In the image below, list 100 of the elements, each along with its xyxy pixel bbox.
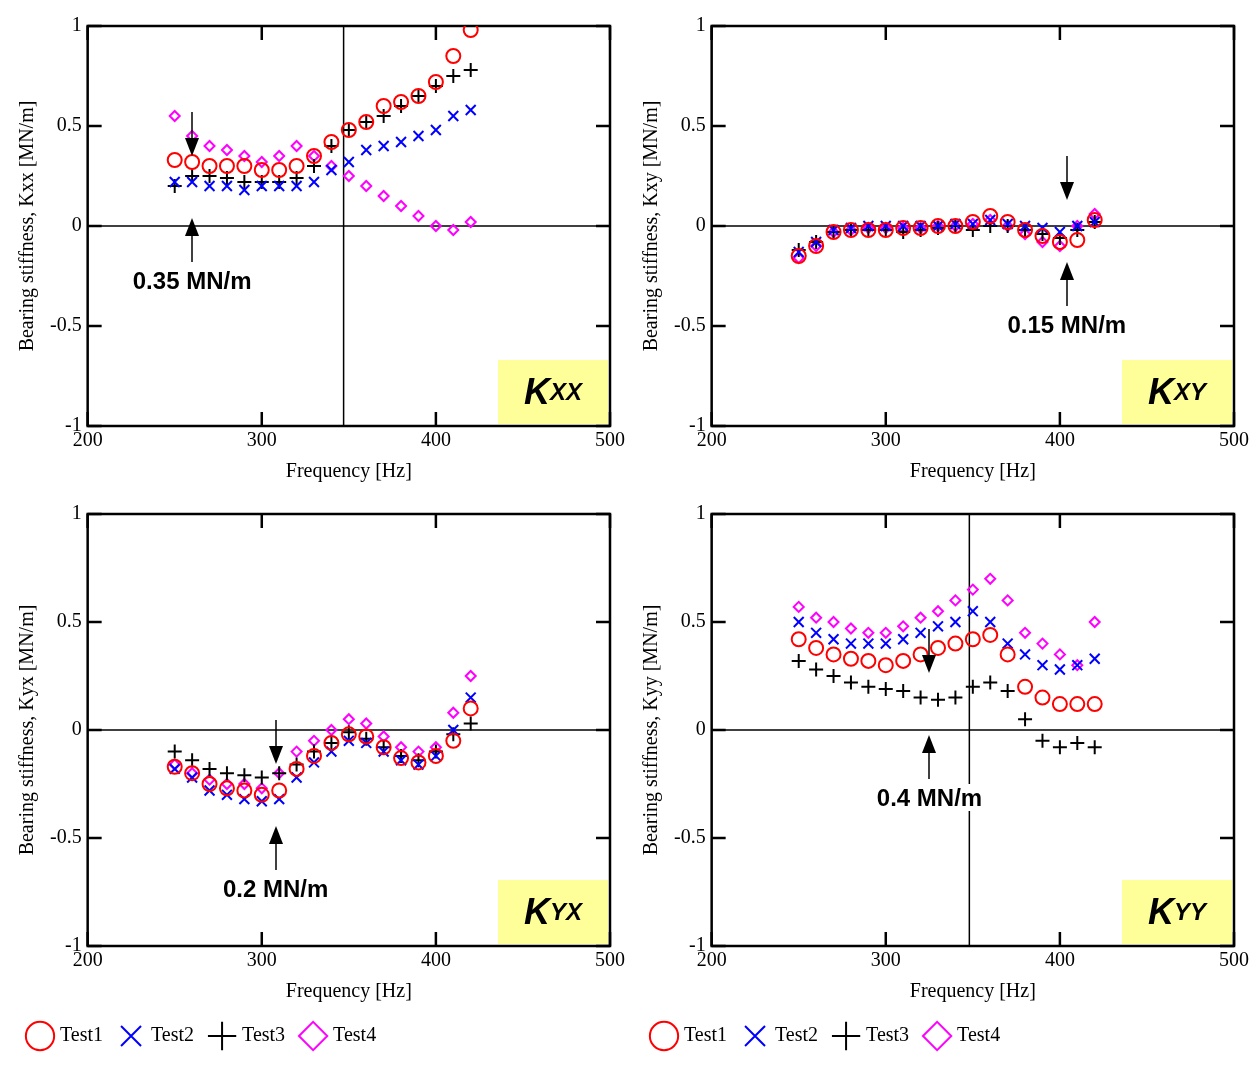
y-tick-label: 0.5 bbox=[56, 113, 82, 136]
point bbox=[808, 639, 825, 656]
point bbox=[218, 765, 235, 782]
point bbox=[1051, 234, 1068, 250]
y-tick-label: 0.5 bbox=[680, 113, 706, 136]
point bbox=[792, 616, 805, 628]
point bbox=[218, 158, 235, 174]
point bbox=[464, 216, 477, 228]
point bbox=[166, 178, 183, 194]
point bbox=[1051, 696, 1068, 713]
point bbox=[342, 156, 355, 168]
point bbox=[393, 94, 410, 110]
point bbox=[895, 683, 912, 700]
point bbox=[429, 741, 442, 754]
point bbox=[1088, 616, 1101, 628]
x-tick-label: 300 bbox=[246, 428, 277, 451]
x-tick-label: 400 bbox=[420, 948, 451, 971]
point bbox=[862, 626, 875, 639]
point bbox=[1053, 648, 1066, 661]
y-axis-title: Bearing stiffness, Kxy [MN/m] bbox=[639, 100, 663, 352]
point bbox=[462, 700, 479, 717]
point bbox=[808, 661, 825, 678]
point bbox=[999, 683, 1016, 700]
point bbox=[947, 689, 964, 706]
point bbox=[792, 246, 805, 258]
point bbox=[168, 176, 181, 188]
point bbox=[464, 670, 477, 682]
point bbox=[964, 678, 981, 695]
legend-label: Test3 bbox=[866, 1023, 910, 1046]
point bbox=[792, 600, 805, 613]
y-tick-label: 0 bbox=[695, 213, 706, 236]
point bbox=[271, 174, 288, 190]
x-axis-title: Frequency [Hz] bbox=[285, 979, 412, 1003]
point bbox=[914, 611, 927, 624]
point bbox=[1088, 208, 1101, 220]
point bbox=[877, 657, 894, 674]
point bbox=[236, 767, 253, 784]
point bbox=[186, 771, 199, 784]
point bbox=[879, 626, 892, 639]
legend-label: Test1 bbox=[60, 1023, 104, 1046]
y-tick-label: 0.5 bbox=[56, 609, 82, 632]
point bbox=[879, 637, 892, 650]
x-axis-title: Frequency [Hz] bbox=[285, 459, 412, 483]
point bbox=[221, 180, 233, 192]
point bbox=[966, 605, 979, 618]
x-tick-label: 500 bbox=[595, 428, 625, 451]
point bbox=[375, 98, 392, 114]
point bbox=[1036, 236, 1049, 248]
point bbox=[412, 130, 425, 142]
point bbox=[203, 784, 216, 797]
point bbox=[360, 717, 373, 730]
point bbox=[308, 734, 321, 747]
point bbox=[168, 110, 181, 122]
y-axis-title: Bearing stiffness, Kyx [MN/m] bbox=[15, 604, 39, 856]
point bbox=[842, 650, 859, 667]
point bbox=[236, 158, 253, 174]
point bbox=[429, 124, 442, 136]
point bbox=[984, 572, 997, 585]
point bbox=[342, 713, 355, 726]
y-tick-label: 1 bbox=[695, 13, 706, 36]
point bbox=[186, 176, 199, 188]
point bbox=[342, 170, 355, 182]
point bbox=[203, 180, 216, 192]
point bbox=[1017, 678, 1034, 695]
point bbox=[201, 760, 218, 777]
y-tick-label: 1 bbox=[695, 501, 706, 524]
y-axis-title: Bearing stiffness, Kyy [MN/m] bbox=[639, 604, 663, 856]
point bbox=[1069, 222, 1086, 238]
point bbox=[255, 180, 268, 192]
point bbox=[290, 771, 303, 784]
point bbox=[810, 611, 823, 624]
point bbox=[1086, 696, 1103, 713]
point bbox=[288, 760, 305, 777]
point bbox=[825, 668, 842, 684]
point bbox=[1053, 226, 1066, 238]
point bbox=[447, 706, 460, 719]
point bbox=[218, 780, 235, 797]
point bbox=[447, 224, 460, 236]
point bbox=[377, 730, 390, 743]
legend-label: Test1 bbox=[684, 1023, 728, 1046]
legend-label: Test2 bbox=[151, 1023, 195, 1046]
point bbox=[253, 174, 270, 190]
point bbox=[1017, 711, 1034, 728]
point bbox=[1069, 696, 1086, 713]
point bbox=[290, 745, 303, 758]
point bbox=[999, 646, 1016, 663]
point bbox=[932, 605, 945, 618]
point bbox=[966, 583, 979, 596]
point bbox=[238, 150, 251, 162]
point bbox=[325, 745, 338, 758]
point bbox=[949, 616, 962, 628]
x-tick-label: 300 bbox=[870, 948, 901, 971]
point bbox=[166, 758, 183, 775]
point bbox=[464, 104, 477, 116]
point bbox=[308, 176, 320, 188]
point bbox=[184, 154, 201, 170]
point bbox=[860, 652, 877, 669]
point bbox=[360, 180, 373, 192]
point bbox=[462, 26, 479, 38]
point bbox=[949, 594, 962, 607]
